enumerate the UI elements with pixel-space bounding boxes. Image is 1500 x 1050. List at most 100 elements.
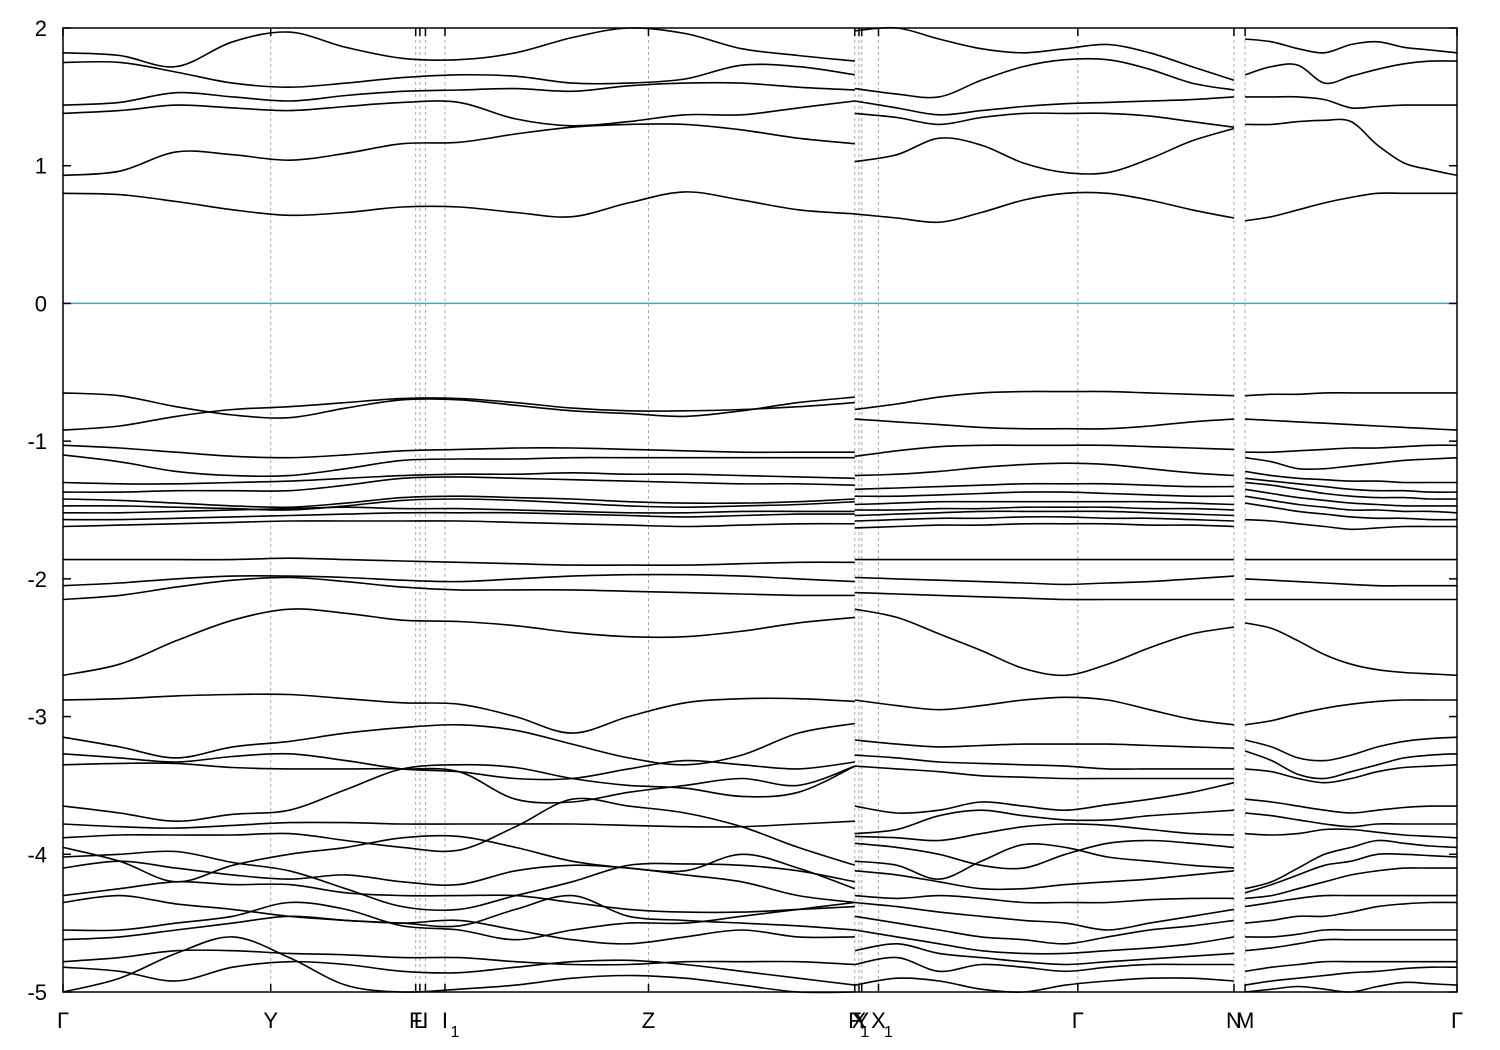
y-tick-label: 1 xyxy=(35,154,47,179)
band-line xyxy=(854,843,1235,880)
band-line xyxy=(1245,518,1457,531)
x-tick-label: Γ xyxy=(1072,1008,1084,1033)
band-line xyxy=(1244,502,1458,521)
x-tick-label-subscript: 1 xyxy=(860,1024,869,1041)
x-tick-label-text: X xyxy=(852,1008,867,1033)
band-line xyxy=(854,57,1235,99)
band-line xyxy=(854,942,1235,966)
band-line xyxy=(1244,622,1458,677)
band-line xyxy=(854,839,1235,870)
band-line xyxy=(854,462,1235,477)
band-line xyxy=(62,894,855,931)
x-tick-label-text: F xyxy=(409,1008,422,1033)
band-line xyxy=(62,820,855,829)
band-line xyxy=(854,754,1234,770)
band-line xyxy=(62,901,855,941)
band-line xyxy=(62,860,855,904)
band-line xyxy=(854,418,1235,430)
x-tick-label-subscript: 1 xyxy=(884,1024,893,1041)
x-tick-label-text: Y xyxy=(854,1008,869,1033)
band-line xyxy=(854,510,1235,517)
x-tick-label-text: Z xyxy=(642,1008,655,1033)
band-line xyxy=(1244,470,1457,484)
band-line xyxy=(62,60,855,88)
x-tick-label: Γ xyxy=(57,1008,69,1033)
x-tick-label: Γ xyxy=(1451,1008,1463,1033)
band-line xyxy=(62,576,855,601)
y-tick-label: -5 xyxy=(27,980,47,1005)
x-tick-label: F xyxy=(409,1008,422,1033)
band-line xyxy=(854,26,1235,82)
band-line xyxy=(854,500,1235,506)
band-line xyxy=(1245,901,1458,924)
x-tick-label-text: N xyxy=(1226,1008,1242,1033)
band-line xyxy=(854,765,1234,780)
y-tick-label: 2 xyxy=(35,16,47,41)
band-line xyxy=(854,390,1235,411)
x-tick-label-text: X xyxy=(871,1008,886,1033)
x-tick-label: F1 xyxy=(848,1008,869,1041)
x-tick-label: X xyxy=(852,1008,867,1033)
x-tick-label: N xyxy=(1226,1008,1242,1033)
band-line xyxy=(1244,894,1457,908)
plot-frame xyxy=(62,27,1458,993)
band-line xyxy=(62,762,856,804)
band-line xyxy=(62,472,855,485)
band-line xyxy=(854,696,1235,726)
band-line xyxy=(1244,750,1458,780)
band-line xyxy=(62,81,855,106)
band-line xyxy=(62,693,855,734)
band-line xyxy=(62,454,855,478)
band-line xyxy=(62,915,855,945)
x-tick-label-subscript: 1 xyxy=(451,1024,460,1041)
band-line xyxy=(62,397,855,431)
band-line xyxy=(854,608,1235,677)
band-line xyxy=(854,575,1235,586)
band-line xyxy=(1245,928,1457,938)
band-line xyxy=(1245,578,1457,587)
band-line xyxy=(854,781,1235,814)
band-line xyxy=(1244,852,1458,894)
band-line xyxy=(1245,938,1457,952)
band-line xyxy=(1245,118,1458,177)
band-line xyxy=(854,823,1235,842)
x-tick-label: Y xyxy=(263,1008,278,1033)
x-tick-label: Z xyxy=(642,1008,655,1033)
band-line xyxy=(854,894,1235,904)
band-line xyxy=(1244,960,1457,973)
x-tick-label-text: Γ xyxy=(57,1008,69,1033)
band-line xyxy=(1245,418,1458,431)
band-line xyxy=(854,444,1235,458)
band-line xyxy=(854,956,1234,973)
x-tick-label-text: Y xyxy=(263,1008,278,1033)
band-line xyxy=(62,850,855,912)
band-lines xyxy=(62,26,1458,994)
band-line xyxy=(62,444,855,459)
band-line xyxy=(854,915,1235,945)
band-line xyxy=(1245,828,1458,839)
y-tick-label: -3 xyxy=(27,705,47,730)
x-tick-label-text: L xyxy=(414,1008,426,1033)
x-tick-label-text: F xyxy=(848,1008,861,1033)
band-line xyxy=(62,498,855,511)
band-line xyxy=(854,522,1235,529)
band-line xyxy=(62,191,855,218)
band-line xyxy=(62,100,855,127)
band-line xyxy=(854,901,1235,931)
band-line xyxy=(62,722,855,766)
x-tick-label-text: I xyxy=(442,1008,448,1033)
y-tick-label: -2 xyxy=(27,567,47,592)
band-line xyxy=(1245,867,1457,900)
band-line xyxy=(62,511,855,521)
x-tick-label: M xyxy=(1236,1008,1254,1033)
x-tick-label-text: Γ xyxy=(1072,1008,1084,1033)
band-line xyxy=(854,491,1235,498)
band-line xyxy=(854,191,1235,224)
band-line xyxy=(1245,95,1457,110)
band-line xyxy=(63,557,855,566)
band-line xyxy=(62,763,856,823)
y-tick-labels: 2 1 0 -1 -2 -3 -4 -5 xyxy=(27,16,47,1005)
band-line xyxy=(62,495,855,509)
